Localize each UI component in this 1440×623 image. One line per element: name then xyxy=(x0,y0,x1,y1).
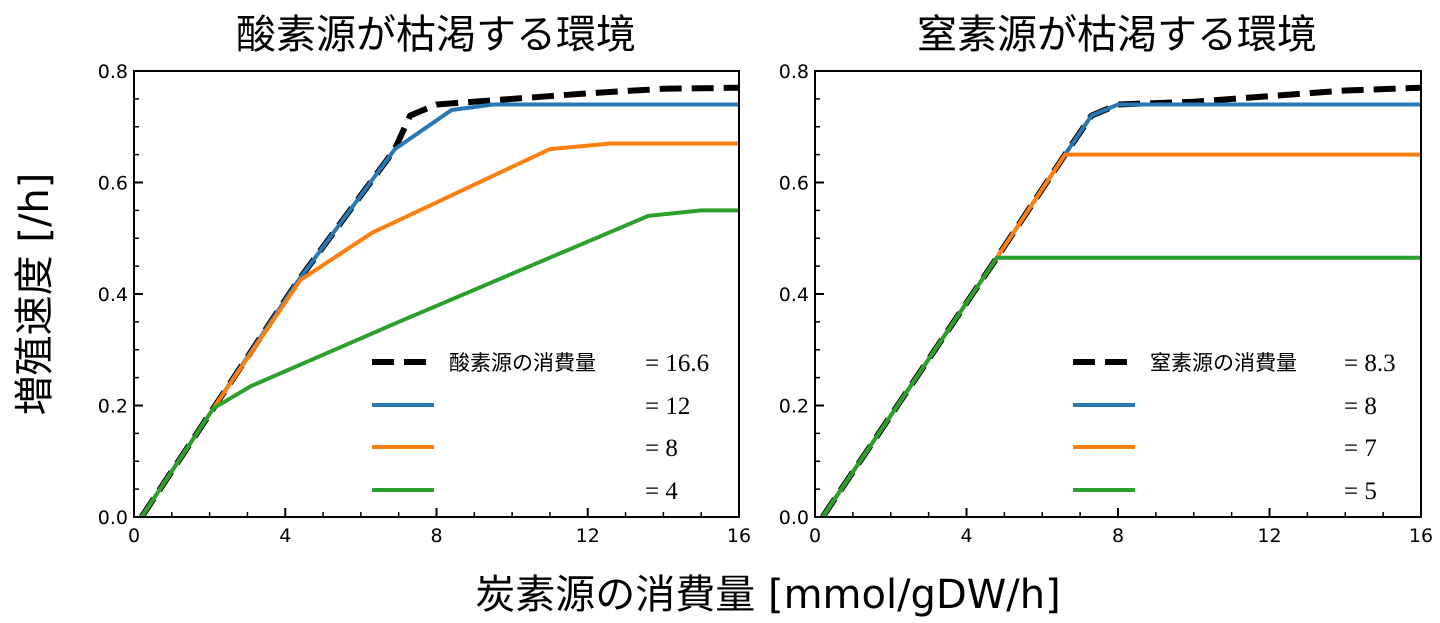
legend-value: = 12 xyxy=(645,393,690,420)
legend-value: = 5 xyxy=(1344,478,1377,505)
x-tick-label: 8 xyxy=(1112,525,1124,547)
legend-label: 酸素源の消費量 xyxy=(449,351,596,375)
legend-value: = 8.3 xyxy=(1344,350,1396,377)
y-tick-label: 0.6 xyxy=(779,173,809,195)
x-tick-label: 12 xyxy=(1257,525,1281,547)
legend-value: = 16.6 xyxy=(645,350,709,377)
series-line-5 xyxy=(820,255,1421,517)
y-tick-label: 0.4 xyxy=(98,284,128,306)
x-tick-label: 0 xyxy=(809,525,821,547)
x-tick-label: 16 xyxy=(1409,525,1433,547)
series-line-4 xyxy=(139,208,739,517)
legend-label: 窒素源の消費量 xyxy=(1150,351,1297,375)
legend-value: = 8 xyxy=(1344,393,1377,420)
y-axis-label: 増殖速度 [/h] xyxy=(12,173,58,416)
y-tick-label: 0.0 xyxy=(98,507,128,529)
y-tick-label: 0.4 xyxy=(779,284,809,306)
y-tick-label: 0.8 xyxy=(779,61,809,83)
x-tick-label: 12 xyxy=(576,525,600,547)
y-tick-label: 0.0 xyxy=(779,507,809,529)
x-tick-label: 16 xyxy=(727,525,751,547)
left-panel-oxygen: 酸素源が枯渇する環境 0 4 8 12 16 0.0 0.2 0.4 0.6 0.8 酸素源の消費量… xyxy=(98,12,751,547)
right-panel-nitrogen: 窒素源が枯渇する環境 0 4 8 12 16 0.0 0.2 0.4 0.6 0.8 窒素源の消費量… xyxy=(779,12,1433,547)
x-tick-label: 8 xyxy=(430,525,442,547)
axes-frame xyxy=(814,70,1422,518)
x-tick-label: 4 xyxy=(279,525,291,547)
right-plot-area: 0 4 8 12 16 0.0 0.2 0.4 0.6 0.8 窒素源の消費量 = 8.3 = 8 = 7… xyxy=(779,61,1433,547)
legend: 窒素源の消費量 = 8.3 = 8 = 7 = 5 xyxy=(1073,350,1396,505)
legend-value: = 4 xyxy=(645,478,678,505)
series-line-7 xyxy=(820,152,1421,517)
y-tick-label: 0.2 xyxy=(98,396,128,418)
left-panel-title: 酸素源が枯渇する環境 xyxy=(236,12,636,58)
series-group xyxy=(139,84,739,517)
legend: 酸素源の消費量 = 16.6 = 12 = 8 = 4 xyxy=(372,350,709,505)
x-axis-label: 炭素源の消費量 [mmol/gDW/h] xyxy=(475,572,1061,618)
y-tick-label: 0.6 xyxy=(98,173,128,195)
y-tick-label: 0.2 xyxy=(779,396,809,418)
legend-value: = 8 xyxy=(645,435,678,462)
series-group xyxy=(820,84,1421,517)
right-panel-title: 窒素源が枯渇する環境 xyxy=(917,12,1317,58)
y-tick-label: 0.8 xyxy=(98,61,128,83)
series-line-8 xyxy=(820,102,1421,517)
x-tick-label: 4 xyxy=(960,525,972,547)
series-line-reference-dashed xyxy=(820,84,1421,517)
left-plot-area: 0 4 8 12 16 0.0 0.2 0.4 0.6 0.8 酸素源の消費量 = 16.6 = 12 =… xyxy=(98,61,751,547)
legend-value: = 7 xyxy=(1344,435,1377,462)
x-tick-label: 0 xyxy=(128,525,140,547)
